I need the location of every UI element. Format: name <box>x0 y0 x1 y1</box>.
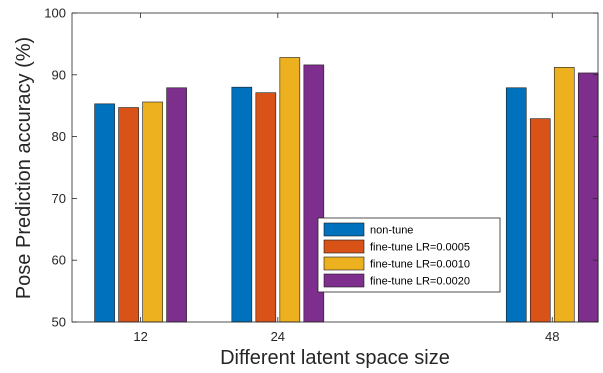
bar-series-4-x-48 <box>577 72 599 323</box>
legend: non-tune fine-tune LR=0.0005 fine-tune LR=… <box>317 217 501 293</box>
y-tick-label: 90 <box>52 67 66 82</box>
bar-series-3-x-24 <box>279 57 301 323</box>
axes-group <box>71 12 599 323</box>
y-tick-label: 60 <box>52 253 66 268</box>
legend-label-1: non-tune <box>370 225 413 237</box>
x-tick-label: 48 <box>545 329 559 344</box>
legend-label-4: fine-tune LR=0.0020 <box>370 276 470 288</box>
x-tick-label: 12 <box>133 329 147 344</box>
y-axis-title: Pose Prediction accuracy (%) <box>13 37 35 299</box>
bar-series-1-x-24 <box>231 86 253 323</box>
bar-series-1-x-12 <box>94 103 115 323</box>
x-tick-label: 24 <box>271 329 285 344</box>
y-tick-label: 100 <box>44 6 66 21</box>
bar-series-2-x-24 <box>255 92 277 323</box>
legend-label-2: fine-tune LR=0.0005 <box>370 242 470 254</box>
legend-swatch-4 <box>323 273 365 288</box>
bar-series-3-x-12 <box>142 101 163 323</box>
legend-label-3: fine-tune LR=0.0010 <box>370 259 470 271</box>
y-tick-label: 80 <box>52 129 66 144</box>
plot-frame <box>71 12 599 323</box>
legend-swatch-1 <box>323 222 365 237</box>
bar-series-1-x-48 <box>505 87 527 323</box>
x-axis-title: Different latent space size <box>220 347 450 369</box>
bar-series-2-x-12 <box>118 107 139 323</box>
y-ticks-group: 50 60 70 80 90 100 <box>44 6 598 330</box>
bar-series-3-x-48 <box>553 67 575 323</box>
y-tick-label: 70 <box>52 191 66 206</box>
x-ticks-group: 12 24 48 <box>133 13 559 344</box>
bar-series-2-x-48 <box>529 118 551 323</box>
y-tick-label: 50 <box>52 315 66 330</box>
legend-swatch-2 <box>323 239 365 254</box>
legend-swatch-3 <box>323 256 365 271</box>
bars-group <box>94 57 599 323</box>
bar-series-4-x-12 <box>166 87 187 323</box>
